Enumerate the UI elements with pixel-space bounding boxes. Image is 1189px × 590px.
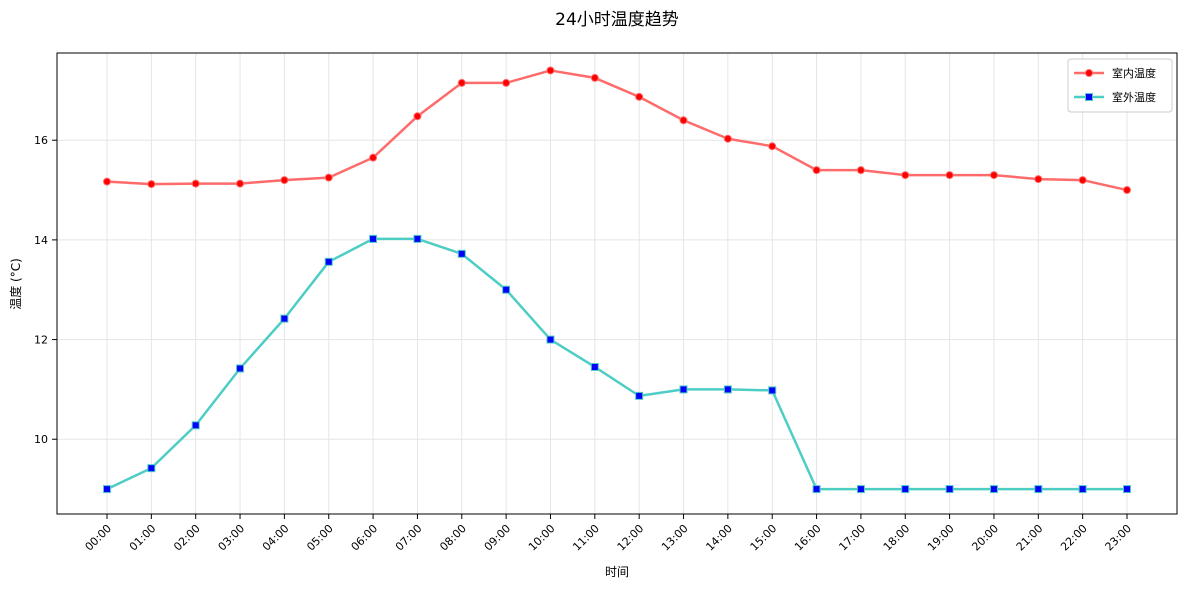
x-tick-label: 03:00: [216, 522, 248, 554]
data-point: [1078, 485, 1087, 494]
data-point: [191, 421, 200, 430]
y-tick-label: 10: [34, 433, 48, 446]
y-tick-label: 12: [34, 334, 48, 347]
data-point: [1123, 186, 1131, 195]
x-tick-label: 10:00: [526, 522, 558, 554]
data-point: [280, 314, 289, 323]
x-tick-label: 13:00: [659, 522, 691, 554]
data-point: [635, 391, 644, 400]
plot-area: [56, 52, 1178, 515]
x-tick-label: 09:00: [482, 522, 514, 554]
data-point: [812, 485, 821, 494]
data-point: [1123, 485, 1131, 494]
grid-lines: [57, 53, 1177, 514]
data-point: [679, 116, 688, 125]
data-point: [768, 142, 777, 151]
data-point: [546, 335, 555, 344]
series-markers: [103, 66, 1131, 494]
x-tick-label: 11:00: [570, 522, 602, 554]
data-point: [590, 362, 599, 371]
series-line-1: [106, 237, 1127, 491]
data-point: [679, 385, 688, 394]
x-tick-label: 05:00: [304, 522, 336, 554]
data-point: [768, 386, 777, 395]
data-point: [147, 464, 156, 473]
x-tick-label: 18:00: [881, 522, 913, 554]
x-tick-label: 15:00: [748, 522, 780, 554]
x-tick-label: 12:00: [615, 522, 647, 554]
data-point: [945, 171, 954, 180]
chart-title: 24小时温度趋势: [555, 10, 679, 30]
x-tick-label: 14:00: [703, 522, 735, 554]
x-tick-label: 00:00: [83, 522, 115, 554]
series-line-0: [106, 69, 1128, 192]
data-point: [723, 385, 732, 394]
data-point: [1078, 176, 1087, 185]
data-point: [457, 249, 466, 258]
legend-label: 室外温度: [1112, 90, 1156, 104]
data-point: [1034, 175, 1043, 184]
data-point: [945, 485, 954, 494]
x-axis-label: 时间: [605, 565, 629, 579]
data-point: [280, 176, 289, 185]
data-point: [723, 134, 732, 143]
data-point: [989, 171, 998, 180]
data-point: [546, 66, 555, 75]
x-tick-label: 21:00: [1014, 522, 1046, 554]
x-tick-label: 01:00: [127, 522, 159, 554]
data-point: [147, 180, 156, 189]
data-point: [236, 179, 245, 188]
data-point: [901, 485, 910, 494]
x-tick-label: 16:00: [792, 522, 824, 554]
data-point: [324, 257, 333, 266]
legend-marker: [1085, 93, 1093, 101]
data-point: [103, 485, 111, 494]
x-tick-label: 20:00: [969, 522, 1001, 554]
data-point: [901, 171, 910, 180]
data-point: [502, 285, 511, 294]
x-tick-label: 07:00: [393, 522, 425, 554]
y-tick-label: 16: [34, 134, 48, 147]
y-tick-label: 14: [34, 234, 48, 247]
data-point: [191, 179, 200, 188]
x-axis-ticks: 00:00 01:00 02:00 03:00 04:00 05:00 06:00 07:00…: [83, 514, 1135, 554]
data-point: [812, 166, 821, 175]
legend-label: 室内温度: [1112, 66, 1156, 80]
data-point: [635, 92, 644, 101]
data-point: [457, 78, 466, 87]
x-tick-label: 23:00: [1103, 522, 1135, 554]
data-point: [369, 153, 378, 162]
x-tick-label: 08:00: [437, 522, 469, 554]
data-point: [856, 485, 865, 494]
y-axis-ticks: 10 12 14 16: [34, 134, 57, 446]
data-point: [856, 166, 865, 175]
x-tick-label: 17:00: [836, 522, 868, 554]
data-point: [413, 112, 422, 121]
legend-marker: [1085, 69, 1093, 77]
data-point: [590, 73, 599, 82]
y-axis-label: 温度 (°C): [8, 258, 23, 310]
x-tick-label: 19:00: [925, 522, 957, 554]
x-tick-label: 06:00: [349, 522, 381, 554]
data-point: [236, 364, 245, 373]
series-lines: [106, 69, 1128, 491]
data-point: [989, 485, 998, 494]
x-tick-label: 04:00: [260, 522, 292, 554]
data-point: [1034, 485, 1043, 494]
x-tick-label: 22:00: [1058, 522, 1090, 554]
data-point: [413, 234, 422, 243]
data-point: [369, 234, 378, 243]
data-point: [502, 78, 511, 87]
data-point: [103, 177, 111, 186]
data-point: [324, 173, 333, 182]
x-tick-label: 02:00: [171, 522, 203, 554]
